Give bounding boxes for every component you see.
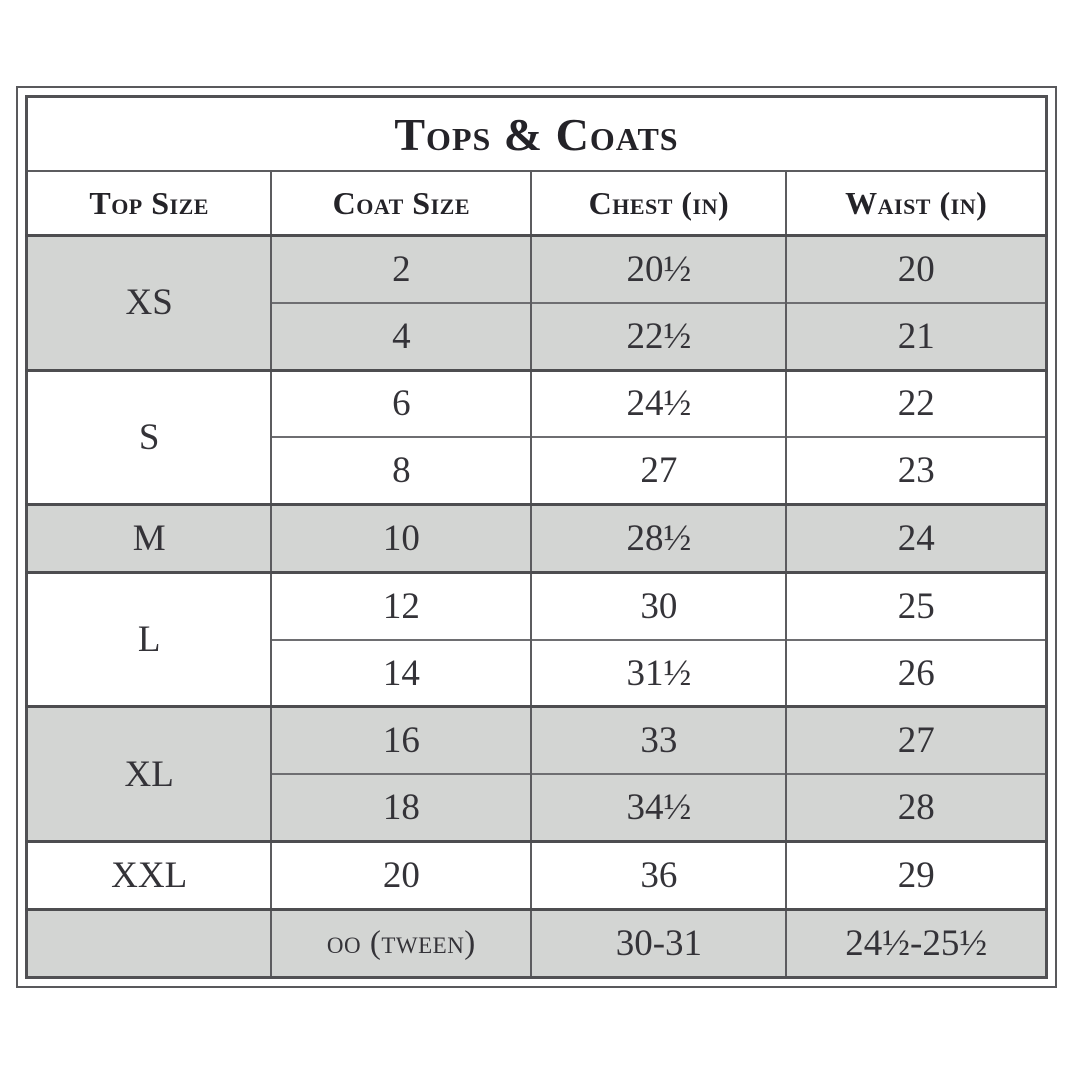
top-size-cell	[26, 907, 272, 978]
chart-title: Tops & Coats	[394, 108, 679, 160]
coat-size-cell: oo (tween)	[270, 907, 532, 978]
coat-size-cell: 4	[270, 301, 532, 370]
table-row: 18 34½ 28	[27, 773, 1047, 842]
chest-cell: 22½	[530, 301, 787, 370]
coat-size-cell: 8	[270, 436, 532, 505]
table-row: L 12 30 25	[26, 570, 1047, 707]
waist-cell: 24	[785, 503, 1047, 573]
waist-cell: 22	[785, 368, 1047, 438]
table-row: S 6 24½ 22	[26, 368, 1047, 505]
chest-cell: 20½	[530, 233, 787, 303]
waist-cell: 23	[785, 436, 1047, 505]
table-row: 14 31½ 26	[27, 638, 1047, 707]
waist-cell: 29	[785, 839, 1047, 910]
chest-cell: 27	[530, 436, 787, 505]
table-row: 8 27 23	[27, 436, 1047, 505]
coat-size-cell: 20	[270, 839, 532, 910]
waist-cell: 27	[785, 705, 1047, 775]
coat-size-cell: 14	[270, 638, 532, 707]
waist-cell: 20	[785, 233, 1047, 303]
column-header-row: Top Size Coat Size Chest (in) Waist (in)	[26, 170, 1047, 236]
waist-cell: 26	[785, 638, 1047, 707]
waist-cell: 21	[785, 301, 1047, 370]
coat-size-cell: 10	[270, 503, 532, 573]
table-row: M 10 28½ 24	[26, 503, 1047, 573]
table-row: XXL 20 36 29	[26, 839, 1047, 910]
column-header-coat-size: Coat Size	[270, 170, 532, 236]
chest-cell: 30-31	[530, 907, 787, 978]
coat-size-cell: 16	[270, 705, 532, 775]
chest-cell: 34½	[530, 773, 787, 842]
chest-cell: 24½	[530, 368, 787, 438]
waist-cell: 24½-25½	[785, 907, 1047, 978]
top-size-cell: M	[26, 503, 272, 573]
table-row: XL 16 33 27	[26, 705, 1047, 842]
coat-size-cell: 6	[270, 368, 532, 438]
chest-cell: 31½	[530, 638, 787, 707]
column-header-waist: Waist (in)	[785, 170, 1047, 236]
chest-cell: 28½	[530, 503, 787, 573]
chart-outer-frame: Tops & Coats Top Size Coat Size Chest (i…	[16, 86, 1057, 988]
top-size-cell: S	[26, 368, 272, 505]
chest-cell: 33	[530, 705, 787, 775]
coat-size-cell: 12	[270, 570, 532, 640]
top-size-cell: L	[26, 570, 272, 707]
table-row: 4 22½ 21	[27, 301, 1047, 370]
chest-cell: 36	[530, 839, 787, 910]
waist-cell: 28	[785, 773, 1047, 842]
title-row: Tops & Coats	[27, 97, 1047, 172]
column-header-chest: Chest (in)	[530, 170, 787, 236]
column-header-top-size: Top Size	[26, 170, 272, 236]
table-row: oo (tween) 30-31 24½-25½	[26, 907, 1047, 978]
coat-size-cell: 2	[270, 233, 532, 303]
chest-cell: 30	[530, 570, 787, 640]
top-size-cell: XL	[26, 705, 272, 842]
table-row: XS 2 20½ 20	[26, 233, 1047, 370]
size-chart-table: Tops & Coats Top Size Coat Size Chest (i…	[25, 95, 1048, 979]
coat-size-cell: 18	[270, 773, 532, 842]
waist-cell: 25	[785, 570, 1047, 640]
top-size-cell: XXL	[26, 839, 272, 910]
top-size-cell: XS	[26, 234, 272, 370]
